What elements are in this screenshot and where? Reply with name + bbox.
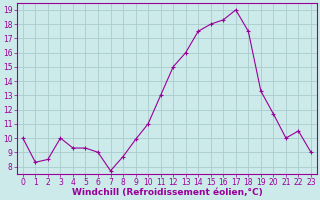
X-axis label: Windchill (Refroidissement éolien,°C): Windchill (Refroidissement éolien,°C): [72, 188, 262, 197]
